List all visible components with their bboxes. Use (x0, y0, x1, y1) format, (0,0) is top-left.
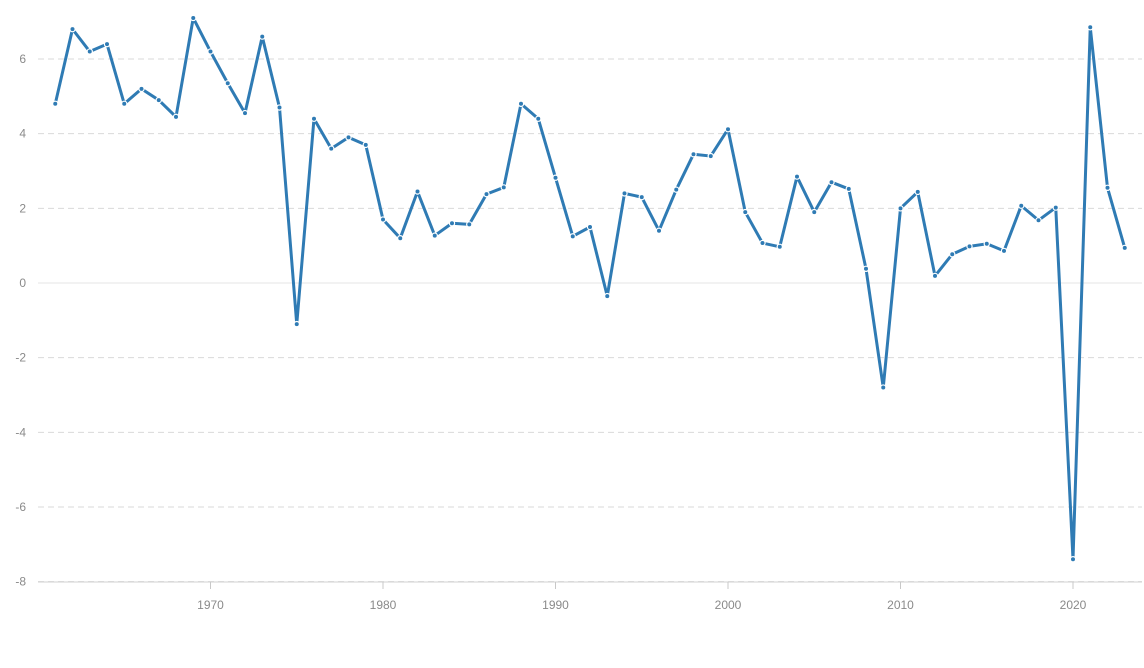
data-point[interactable] (707, 152, 714, 160)
data-point[interactable] (1104, 184, 1111, 191)
x-tick-label: 1980 (370, 598, 397, 612)
data-point[interactable] (328, 145, 335, 152)
data-point[interactable] (293, 320, 300, 328)
data-point[interactable] (569, 233, 576, 240)
data-point[interactable] (724, 125, 732, 133)
data-point[interactable] (379, 216, 387, 223)
data-point[interactable] (983, 240, 990, 247)
y-tick-label: 0 (19, 276, 26, 290)
data-point[interactable] (793, 173, 801, 180)
series-points (52, 14, 1128, 563)
data-point[interactable] (397, 234, 404, 242)
data-point[interactable] (931, 272, 939, 280)
y-tick-label: 2 (19, 201, 26, 215)
y-tick-label: 4 (19, 127, 26, 141)
data-point[interactable] (224, 80, 231, 87)
data-point[interactable] (621, 190, 628, 197)
data-point[interactable] (310, 115, 318, 122)
data-point[interactable] (345, 134, 352, 141)
data-point[interactable] (466, 221, 473, 228)
grid-lines (38, 58, 1142, 583)
data-point[interactable] (586, 223, 594, 231)
x-tick-label: 2020 (1060, 598, 1087, 612)
data-point[interactable] (69, 25, 76, 33)
data-point[interactable] (517, 100, 525, 108)
data-point[interactable] (655, 227, 663, 234)
data-point[interactable] (241, 109, 249, 117)
y-tick-label: -2 (15, 351, 26, 365)
data-point[interactable] (259, 33, 266, 40)
data-point[interactable] (138, 85, 145, 93)
data-point[interactable] (276, 104, 283, 111)
data-point[interactable] (1121, 244, 1128, 252)
data-point[interactable] (673, 186, 680, 193)
data-point[interactable] (759, 239, 766, 247)
x-axis: 1970 1980 1990 2000 2010 2020 (38, 581, 1142, 612)
data-point[interactable] (1087, 24, 1094, 31)
data-point[interactable] (828, 178, 835, 186)
data-point[interactable] (604, 292, 611, 300)
data-point[interactable] (172, 113, 180, 121)
data-point[interactable] (1035, 217, 1042, 224)
x-tick-label: 2010 (887, 598, 914, 612)
series-lines (53, 16, 1127, 561)
data-point[interactable] (949, 251, 956, 258)
data-point[interactable] (155, 96, 162, 104)
series-line (53, 16, 1127, 561)
y-tick-label: -6 (15, 500, 26, 514)
data-point[interactable] (638, 193, 645, 201)
data-point[interactable] (811, 208, 818, 216)
data-point[interactable] (742, 208, 749, 216)
data-point[interactable] (103, 40, 111, 48)
data-point[interactable] (690, 150, 697, 158)
data-point[interactable] (897, 205, 904, 212)
y-axis-tick-labels: -8 -6 -4 -2 0 2 4 6 (15, 52, 26, 589)
data-point[interactable] (776, 243, 783, 250)
data-point[interactable] (483, 190, 490, 198)
data-point[interactable] (914, 188, 921, 196)
data-point[interactable] (448, 220, 456, 227)
data-point[interactable] (862, 265, 870, 273)
data-point[interactable] (1000, 247, 1008, 255)
data-point[interactable] (552, 174, 559, 181)
data-point[interactable] (362, 141, 369, 149)
y-tick-label: -8 (15, 575, 26, 589)
data-point[interactable] (1018, 202, 1025, 209)
data-point[interactable] (845, 185, 852, 193)
x-tick-label: 1970 (197, 598, 224, 612)
data-point[interactable] (535, 115, 542, 122)
data-point[interactable] (500, 184, 507, 191)
y-tick-label: 6 (19, 52, 26, 66)
data-point[interactable] (966, 243, 973, 250)
data-point[interactable] (207, 48, 214, 55)
data-point[interactable] (431, 232, 438, 239)
data-point[interactable] (86, 48, 93, 55)
x-tick-label: 1990 (542, 598, 569, 612)
data-point[interactable] (1069, 556, 1077, 563)
x-tick-label: 2000 (715, 598, 742, 612)
data-point[interactable] (190, 14, 197, 22)
data-point[interactable] (414, 188, 421, 195)
data-point[interactable] (121, 100, 128, 108)
data-point[interactable] (52, 100, 59, 108)
y-tick-label: -4 (15, 425, 26, 439)
data-point[interactable] (1052, 204, 1059, 211)
data-point[interactable] (880, 384, 887, 391)
